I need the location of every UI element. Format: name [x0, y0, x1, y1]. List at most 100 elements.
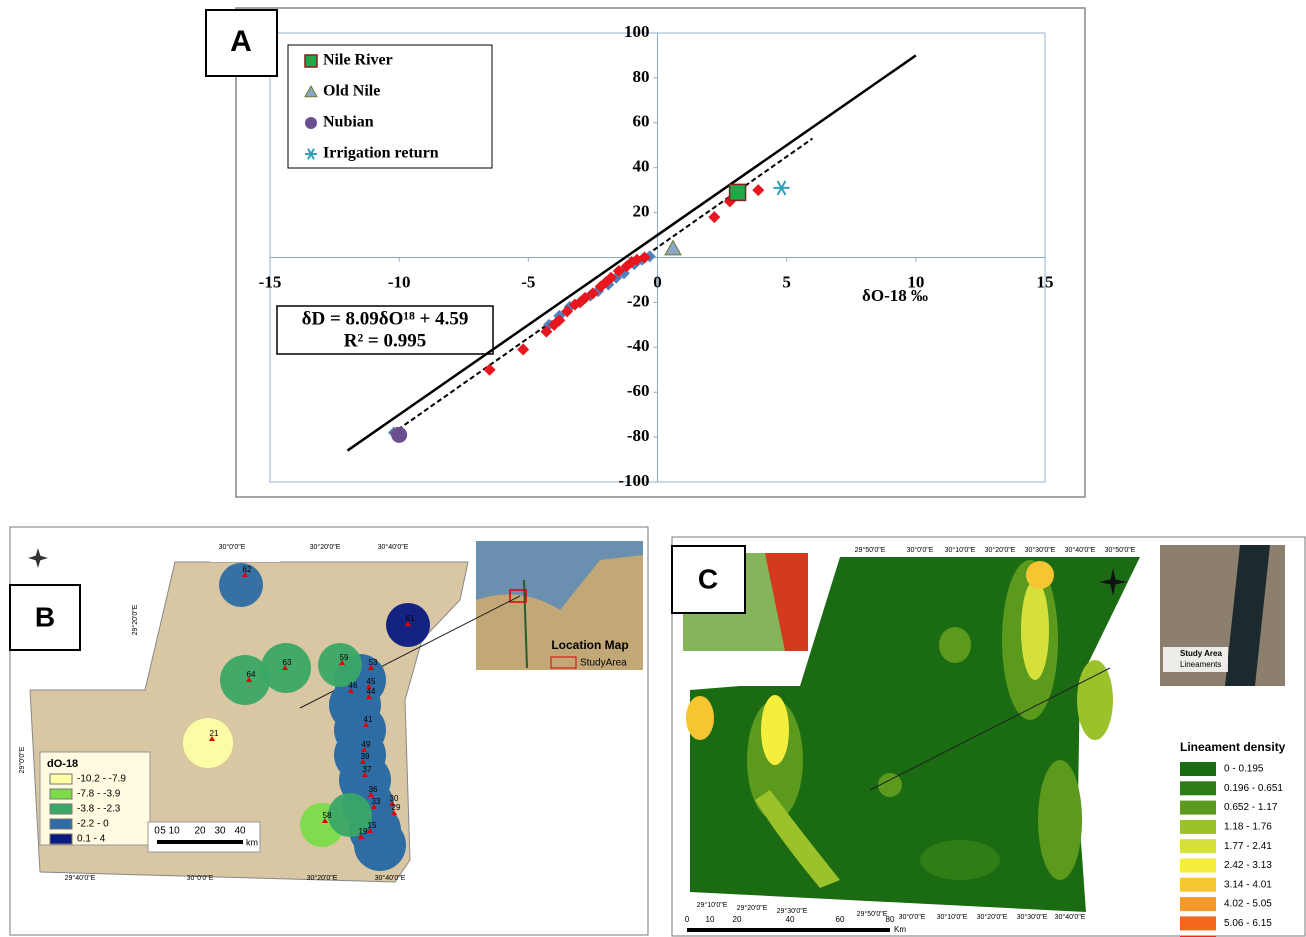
legend-label: 3.14 - 4.01 — [1224, 879, 1272, 890]
site-label: 21 — [210, 729, 219, 738]
site-label: 29 — [392, 803, 401, 812]
site-label: 30 — [390, 794, 399, 803]
legend-swatch — [1180, 820, 1216, 834]
coordinate-label: 30°0'0"E — [907, 546, 934, 554]
legend-label: 1.18 - 1.76 — [1224, 822, 1272, 833]
site-label: 59 — [340, 653, 349, 662]
panel-label: B — [35, 601, 55, 632]
r-squared: R² = 0.995 — [344, 330, 427, 351]
scale-unit: km — [246, 837, 258, 847]
legend-swatch — [50, 834, 72, 844]
equation: δD = 8.09δO¹⁸ + 4.59 — [302, 308, 469, 329]
coordinate-label: 30°30'0"E — [1017, 913, 1048, 921]
legend-swatch — [50, 819, 72, 829]
legend-swatch — [50, 774, 72, 784]
site-label: 63 — [283, 658, 292, 667]
scale-label: 30 — [214, 826, 226, 837]
legend-label: 2.42 - 3.13 — [1224, 860, 1272, 871]
coordinate-label: 30°20'0"E — [307, 874, 338, 882]
legend-label: -2.2 - 0 — [77, 819, 109, 830]
y-tick-label: 40 — [633, 157, 650, 176]
legend-label: 0.652 - 1.17 — [1224, 802, 1278, 813]
scale-label: 5 10 — [160, 826, 180, 837]
legend-marker — [305, 117, 317, 129]
coordinate-label: 29°0'0"E — [18, 746, 26, 773]
site-label: 49 — [362, 740, 371, 749]
coordinate-label: 29°50'0"E — [857, 910, 888, 918]
x-tick-label: -5 — [521, 272, 535, 291]
zone-circle — [220, 655, 270, 705]
coordinate-label: 30°40'0"E — [1065, 546, 1096, 554]
coordinate-label: 30°0'0"E — [899, 913, 926, 921]
site-label: 15 — [368, 821, 377, 830]
legend-swatch — [1180, 859, 1216, 873]
legend-label: 0 - 0.195 — [1224, 764, 1264, 775]
coordinate-label: 29°10'0"E — [697, 901, 728, 909]
legend-title: dO-18 — [47, 758, 78, 770]
coordinate-label: 30°20'0"E — [310, 543, 341, 551]
coordinate-label: 29°20'0"E — [737, 904, 768, 912]
coordinate-label: 30°40'0"E — [1055, 913, 1086, 921]
scale-bar — [157, 840, 243, 844]
x-tick-label: 10 — [907, 272, 924, 291]
scale-label: 40 — [234, 826, 246, 837]
coordinate-label: 29°30'0"E — [777, 907, 808, 915]
y-tick-label: -40 — [627, 336, 650, 355]
panel-label: C — [698, 563, 718, 594]
site-label: 58 — [323, 811, 332, 820]
site-label: 44 — [367, 687, 376, 696]
legend-swatch — [1180, 897, 1216, 911]
site-label: 46 — [349, 681, 358, 690]
legend-marker — [305, 55, 317, 67]
x-tick-label: 15 — [1037, 272, 1054, 291]
legend-label: -7.8 - -3.9 — [77, 789, 121, 800]
y-tick-label: 20 — [633, 202, 650, 221]
y-tick-label: -80 — [627, 426, 650, 445]
x-tick-label: -10 — [388, 272, 411, 291]
legend-swatch — [50, 804, 72, 814]
scale-label: 10 — [706, 915, 715, 924]
x-tick-label: -15 — [259, 272, 282, 291]
legend-swatch — [50, 789, 72, 799]
legend-swatch — [1180, 762, 1216, 776]
inset-legend: StudyArea — [580, 658, 627, 669]
inset-title: Location Map — [551, 638, 628, 652]
coordinate-label: 29°40'0"E — [65, 874, 96, 882]
legend-title: Lineament density — [1180, 740, 1286, 754]
coordinate-label: 30°30'0"E — [1025, 546, 1056, 554]
site-label: 45 — [367, 677, 376, 686]
site-label: 64 — [247, 670, 256, 679]
coordinate-label: 30°20'0"E — [985, 546, 1016, 554]
site-label: 61 — [406, 614, 415, 623]
y-tick-label: 60 — [633, 112, 650, 131]
legend-swatch — [1180, 839, 1216, 853]
legend-label: 0.196 - 0.651 — [1224, 783, 1283, 794]
coordinate-label: 30°0'0"E — [187, 874, 214, 882]
coordinate-label: 29°50'0"E — [855, 546, 886, 554]
legend-swatch — [1180, 916, 1216, 930]
y-tick-label: 80 — [633, 67, 650, 86]
coordinate-label: 30°50'0"E — [1105, 546, 1136, 554]
legend-label: 1.77 - 2.41 — [1224, 841, 1272, 852]
coordinate-label: 30°20'0"E — [977, 913, 1008, 921]
zone-circle — [219, 563, 263, 607]
site-label: 39 — [361, 752, 370, 761]
data-point — [391, 427, 407, 443]
x-tick-label: 5 — [782, 272, 791, 291]
coordinate-label: 30°40'0"E — [378, 543, 409, 551]
coordinate-label: 30°40'0"E — [375, 874, 406, 882]
scale-unit: Km — [894, 925, 906, 934]
legend-label: 5.06 - 6.15 — [1224, 918, 1272, 929]
figure: A δD = 8.09δO¹⁸ + 4.59 R² = 0.995 δO-18 … — [0, 0, 1306, 937]
legend-label: Nubian — [323, 114, 374, 131]
data-point — [730, 184, 746, 200]
scale-label: 0 — [685, 915, 690, 924]
inset-legend: Lineaments — [1180, 660, 1221, 669]
legend-swatch — [1180, 781, 1216, 795]
scale-label: 20 — [733, 915, 742, 924]
site-label: 36 — [369, 785, 378, 794]
site-label: 41 — [364, 715, 373, 724]
coordinate-label: 30°10'0"E — [937, 913, 968, 921]
y-tick-label: -100 — [618, 471, 649, 490]
scale-label: 40 — [786, 915, 795, 924]
